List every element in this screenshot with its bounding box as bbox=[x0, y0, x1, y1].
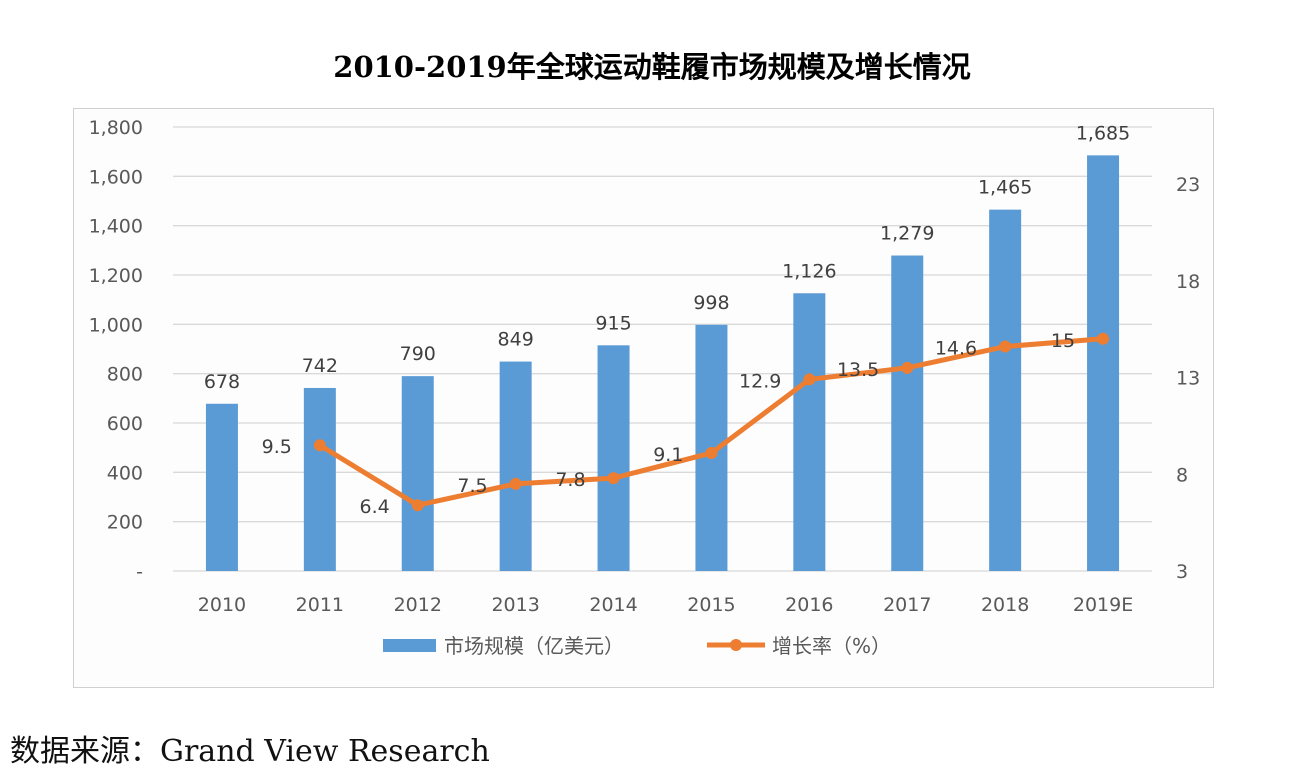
y-right-tick-label: 23 bbox=[1176, 174, 1200, 196]
y-left-tick-label: - bbox=[136, 561, 143, 583]
legend-bar-label: 市场规模（亿美元） bbox=[444, 634, 624, 658]
bar-data-label: 1,279 bbox=[880, 223, 934, 245]
growth-point bbox=[803, 373, 816, 386]
x-tick-label: 2013 bbox=[491, 594, 539, 616]
x-tick-label: 2011 bbox=[296, 594, 344, 616]
y-left-tick-label: 1,600 bbox=[89, 166, 143, 188]
legend-line-marker bbox=[730, 639, 742, 651]
y-left-tick-label: 1,200 bbox=[89, 265, 143, 287]
bar-data-label: 849 bbox=[498, 329, 534, 351]
bar bbox=[303, 387, 336, 571]
growth-point bbox=[999, 340, 1012, 353]
y-right-tick-label: 18 bbox=[1176, 271, 1200, 293]
bar-data-label: 678 bbox=[204, 371, 240, 393]
line-data-label: 9.5 bbox=[262, 436, 292, 458]
bar-data-label: 1,126 bbox=[782, 260, 836, 282]
bar bbox=[205, 403, 238, 571]
growth-point bbox=[313, 439, 326, 452]
bar-data-label: 1,685 bbox=[1076, 122, 1130, 144]
chart-title: 2010-2019年全球运动鞋履市场规模及增长情况 bbox=[333, 50, 971, 84]
x-tick-label: 2018 bbox=[981, 594, 1029, 616]
x-tick-label: 2012 bbox=[394, 594, 442, 616]
y-left-tick-label: 1,000 bbox=[89, 314, 143, 336]
bar-data-label: 742 bbox=[302, 355, 338, 377]
y-right-tick-label: 3 bbox=[1176, 561, 1188, 583]
bar bbox=[793, 293, 826, 571]
line-data-label: 6.4 bbox=[360, 496, 390, 518]
bar bbox=[1087, 155, 1120, 571]
bar bbox=[891, 255, 924, 571]
y-right-tick-label: 8 bbox=[1176, 464, 1188, 486]
bar bbox=[401, 376, 434, 571]
growth-point bbox=[901, 361, 914, 374]
growth-point bbox=[1097, 332, 1110, 345]
growth-point bbox=[705, 446, 718, 459]
growth-point bbox=[411, 499, 424, 512]
y-left-tick-label: 800 bbox=[107, 364, 143, 386]
bar bbox=[989, 209, 1022, 571]
y-left-tick-label: 1,400 bbox=[89, 216, 143, 238]
chart-frame bbox=[73, 108, 1214, 688]
y-left-tick-label: 200 bbox=[107, 512, 143, 534]
bar-data-label: 790 bbox=[400, 343, 436, 365]
line-data-label: 12.9 bbox=[739, 370, 781, 392]
bar-data-label: 998 bbox=[693, 292, 729, 314]
x-tick-label: 2014 bbox=[589, 594, 637, 616]
line-data-label: 14.6 bbox=[935, 338, 977, 360]
legend-bar-swatch bbox=[383, 639, 436, 652]
legend-line-label: 增长率（%） bbox=[772, 634, 891, 658]
y-left-tick-label: 400 bbox=[107, 462, 143, 484]
line-data-label: 9.1 bbox=[653, 444, 683, 466]
y-right-tick-label: 13 bbox=[1176, 368, 1200, 390]
x-tick-label: 2019E bbox=[1073, 594, 1133, 616]
y-left-tick-label: 1,800 bbox=[89, 117, 143, 139]
bar-data-label: 1,465 bbox=[978, 177, 1032, 199]
line-data-label: 7.8 bbox=[555, 469, 585, 491]
growth-point bbox=[509, 477, 522, 490]
x-tick-label: 2015 bbox=[687, 594, 735, 616]
line-data-label: 15 bbox=[1051, 330, 1075, 352]
y-left-tick-label: 600 bbox=[107, 413, 143, 435]
line-data-label: 7.5 bbox=[457, 475, 487, 497]
x-tick-label: 2016 bbox=[785, 594, 833, 616]
source-note: 数据来源：Grand View Research bbox=[10, 734, 490, 769]
x-tick-label: 2017 bbox=[883, 594, 931, 616]
x-tick-label: 2010 bbox=[198, 594, 246, 616]
growth-point bbox=[607, 472, 620, 485]
bar bbox=[499, 361, 532, 571]
bar-data-label: 915 bbox=[595, 312, 631, 334]
bar bbox=[597, 345, 630, 571]
line-data-label: 13.5 bbox=[837, 359, 879, 381]
